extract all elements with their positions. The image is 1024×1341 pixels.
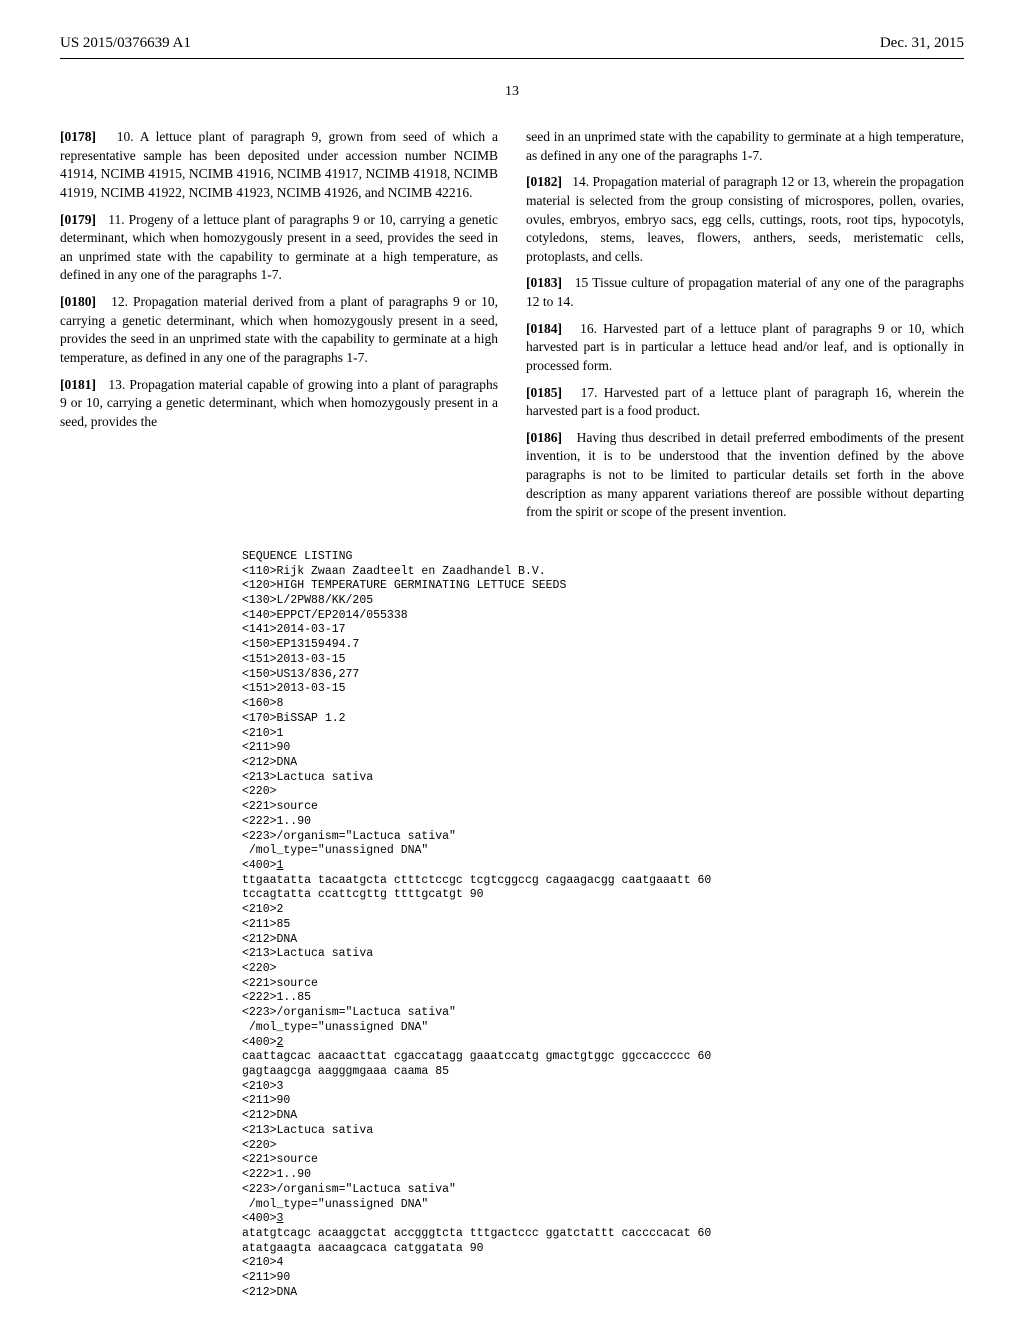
seq-line: <210>3 bbox=[242, 1080, 782, 1095]
seq-line: atatgtcagc acaaggctat accgggtcta tttgact… bbox=[242, 1227, 782, 1242]
seq-line: <212>DNA bbox=[242, 756, 782, 771]
right-column: seed in an unprimed state with the capab… bbox=[526, 128, 964, 530]
seq-line: <222>1..90 bbox=[242, 815, 782, 830]
seq-line: <160>8 bbox=[242, 697, 782, 712]
seq-line: <212>DNA bbox=[242, 933, 782, 948]
seq-line: <211>90 bbox=[242, 741, 782, 756]
seq-line: <151>2013-03-15 bbox=[242, 682, 782, 697]
seq-line: <220> bbox=[242, 962, 782, 977]
paragraph: [0184] 16. Harvested part of a lettuce p… bbox=[526, 320, 964, 376]
seq-line: <400>2 bbox=[242, 1036, 782, 1051]
body-columns: [0178] 10. A lettuce plant of paragraph … bbox=[60, 128, 964, 530]
seq-line: <110>Rijk Zwaan Zaadteelt en Zaadhandel … bbox=[242, 565, 782, 580]
seq-line: caattagcac aacaacttat cgaccatagg gaaatcc… bbox=[242, 1050, 782, 1065]
seq-line: <220> bbox=[242, 1139, 782, 1154]
seq-line: <220> bbox=[242, 785, 782, 800]
seq-line: <223>/organism="Lactuca sativa" bbox=[242, 830, 782, 845]
paragraph: [0179] 11. Progeny of a lettuce plant of… bbox=[60, 211, 498, 286]
seq-line: /mol_type="unassigned DNA" bbox=[242, 844, 782, 859]
seq-line: <400>3 bbox=[242, 1212, 782, 1227]
page-number: 13 bbox=[60, 84, 964, 100]
paragraph-number: [0181] bbox=[60, 377, 96, 392]
seq-line: /mol_type="unassigned DNA" bbox=[242, 1021, 782, 1036]
seq-line: <222>1..90 bbox=[242, 1168, 782, 1183]
seq-line: tccagtatta ccattcgttg ttttgcatgt 90 bbox=[242, 888, 782, 903]
paragraph-continuation: seed in an unprimed state with the capab… bbox=[526, 128, 964, 165]
seq-line: <210>1 bbox=[242, 727, 782, 742]
paragraph-number: [0184] bbox=[526, 321, 562, 336]
seq-line: <212>DNA bbox=[242, 1286, 782, 1301]
sequence-listing: SEQUENCE LISTING<110>Rijk Zwaan Zaadteel… bbox=[242, 550, 782, 1301]
seq-line: <151>2013-03-15 bbox=[242, 653, 782, 668]
pub-number: US 2015/0376639 A1 bbox=[60, 35, 191, 52]
seq-line: /mol_type="unassigned DNA" bbox=[242, 1198, 782, 1213]
pub-date: Dec. 31, 2015 bbox=[880, 35, 964, 52]
paragraph-number: [0178] bbox=[60, 129, 96, 144]
seq-line: gagtaagcga aagggmgaaa caama 85 bbox=[242, 1065, 782, 1080]
seq-line: SEQUENCE LISTING bbox=[242, 550, 782, 565]
left-column: [0178] 10. A lettuce plant of paragraph … bbox=[60, 128, 498, 530]
seq-line: <120>HIGH TEMPERATURE GERMINATING LETTUC… bbox=[242, 579, 782, 594]
paragraph-number: [0185] bbox=[526, 385, 562, 400]
seq-line: <213>Lactuca sativa bbox=[242, 947, 782, 962]
seq-line: <211>90 bbox=[242, 1271, 782, 1286]
paragraph-number: [0186] bbox=[526, 430, 562, 445]
seq-line: <170>BiSSAP 1.2 bbox=[242, 712, 782, 727]
seq-line: <223>/organism="Lactuca sativa" bbox=[242, 1006, 782, 1021]
paragraph: [0185] 17. Harvested part of a lettuce p… bbox=[526, 384, 964, 421]
seq-line: <210>2 bbox=[242, 903, 782, 918]
paragraph: [0182] 14. Propagation material of parag… bbox=[526, 173, 964, 266]
header-rule bbox=[60, 58, 964, 59]
seq-line: <210>4 bbox=[242, 1256, 782, 1271]
paragraph: [0186] Having thus described in detail p… bbox=[526, 429, 964, 522]
paragraph-number: [0179] bbox=[60, 212, 96, 227]
seq-line: <221>source bbox=[242, 977, 782, 992]
seq-line: <221>source bbox=[242, 800, 782, 815]
paragraph: [0180] 12. Propagation material derived … bbox=[60, 293, 498, 368]
page-header: US 2015/0376639 A1 Dec. 31, 2015 bbox=[60, 35, 964, 58]
seq-line: ttgaatatta tacaatgcta ctttctccgc tcgtcgg… bbox=[242, 874, 782, 889]
seq-line: <211>90 bbox=[242, 1094, 782, 1109]
seq-line: <213>Lactuca sativa bbox=[242, 1124, 782, 1139]
paragraph: [0178] 10. A lettuce plant of paragraph … bbox=[60, 128, 498, 203]
paragraph-number: [0182] bbox=[526, 174, 562, 189]
seq-line: <130>L/2PW88/KK/205 bbox=[242, 594, 782, 609]
seq-line: <213>Lactuca sativa bbox=[242, 771, 782, 786]
seq-line: <212>DNA bbox=[242, 1109, 782, 1124]
seq-line: atatgaagta aacaagcaca catggatata 90 bbox=[242, 1242, 782, 1257]
seq-line: <211>85 bbox=[242, 918, 782, 933]
seq-line: <221>source bbox=[242, 1153, 782, 1168]
seq-line: <223>/organism="Lactuca sativa" bbox=[242, 1183, 782, 1198]
paragraph-number: [0180] bbox=[60, 294, 96, 309]
seq-line: <150>EP13159494.7 bbox=[242, 638, 782, 653]
paragraph: [0183] 15 Tissue culture of propagation … bbox=[526, 274, 964, 311]
seq-line: <400>1 bbox=[242, 859, 782, 874]
paragraph-number: [0183] bbox=[526, 275, 562, 290]
seq-line: <150>US13/836,277 bbox=[242, 668, 782, 683]
paragraph: [0181] 13. Propagation material capable … bbox=[60, 376, 498, 432]
seq-line: <140>EPPCT/EP2014/055338 bbox=[242, 609, 782, 624]
seq-line: <222>1..85 bbox=[242, 991, 782, 1006]
seq-line: <141>2014-03-17 bbox=[242, 623, 782, 638]
